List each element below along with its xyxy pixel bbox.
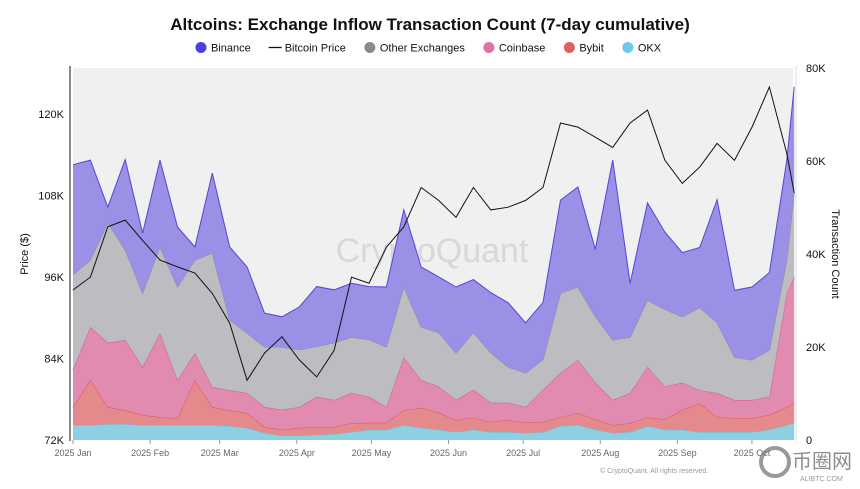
legend-item-other-exchanges: Other Exchanges [364, 42, 465, 55]
x-tick-label: 2025 Jun [430, 448, 467, 458]
area-coinbase [73, 276, 795, 430]
watermark: CryptoQuant [336, 232, 529, 270]
left-tick-label: 96K [44, 272, 64, 284]
legend-dot-icon [622, 42, 634, 53]
area-okx [73, 422, 795, 440]
legend-dot-icon [195, 42, 207, 53]
legend-label: Bybit [579, 43, 603, 55]
right-y-axis: 0 20K 40K 60K 80K [806, 63, 826, 447]
left-axis-label: Price ($) [19, 233, 31, 275]
x-tick-label: 2025 Sep [658, 448, 697, 458]
left-tick-label: 84K [44, 354, 64, 366]
right-tick-label: 20K [806, 342, 826, 354]
right-tick-label: 60K [806, 156, 826, 168]
left-y-axis: 72K 84K 96K 108K 120K [38, 109, 64, 447]
stacked-areas [72, 86, 795, 440]
legend-label: Bitcoin Price [285, 43, 346, 55]
legend-label: Other Exchanges [380, 43, 465, 55]
bitcoin-price-line [72, 85, 795, 382]
area-edge-binance [72, 86, 795, 324]
overlay-logo: 币圈网 ALIBTC.COM [759, 446, 852, 483]
x-tick-label: 2025 Jul [506, 448, 540, 458]
legend-label: OKX [638, 43, 662, 55]
x-tick-label: 2025 Jan [54, 448, 91, 458]
area-binance [73, 86, 795, 373]
overlay-logo-text: 币圈网 [792, 450, 852, 473]
overlay-logo-icon [759, 446, 791, 478]
legend-dot-icon [364, 42, 376, 53]
right-axis-label: Transaction Count [829, 209, 841, 298]
x-tick-label: 2025 May [352, 448, 392, 458]
area-bybit [73, 380, 795, 436]
x-tick-label: 2025 Mar [201, 448, 239, 458]
legend: Binance Bitcoin Price Other Exchanges Coinb… [195, 42, 662, 55]
x-axis: 2025 Jan 2025 Feb 2025 Mar 2025 Apr 2025 May… [54, 440, 771, 458]
legend-dot-icon [563, 42, 575, 53]
legend-label: Coinbase [499, 43, 545, 55]
legend-label: Binance [211, 43, 251, 55]
x-tick-label: 2025 Apr [279, 448, 315, 458]
chart-title: Altcoins: Exchange Inflow Transaction Co… [170, 15, 690, 34]
legend-item-bitcoin-price: Bitcoin Price [268, 43, 346, 55]
legend-dot-icon [483, 42, 495, 53]
legend-item-bybit: Bybit [563, 42, 604, 55]
x-tick-label: 2025 Feb [131, 448, 169, 458]
x-tick-label: 2025 Oct [734, 448, 771, 458]
right-tick-label: 0 [806, 435, 812, 447]
copyright-text: © CryptoQuant. All rights reserved. [600, 467, 708, 475]
x-tick-label: 2025 Aug [581, 448, 619, 458]
legend-item-binance: Binance [195, 42, 251, 55]
area-other-exchanges [73, 192, 795, 410]
right-tick-label: 40K [806, 249, 826, 261]
left-tick-label: 72K [44, 435, 64, 447]
legend-item-coinbase: Coinbase [483, 42, 545, 55]
left-tick-label: 108K [38, 191, 64, 203]
legend-item-okx: OKX [622, 42, 662, 55]
right-tick-label: 80K [806, 63, 826, 75]
left-tick-label: 120K [38, 109, 64, 121]
overlay-logo-subtext: ALIBTC.COM [800, 476, 843, 483]
